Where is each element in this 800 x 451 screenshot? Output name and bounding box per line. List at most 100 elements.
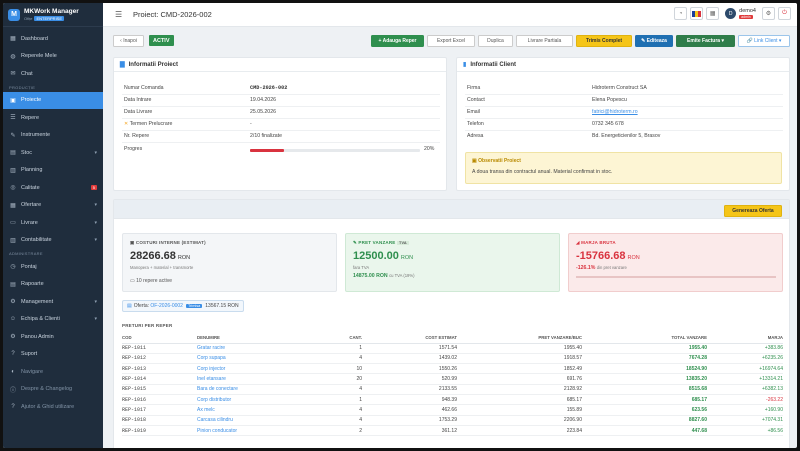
table-row[interactable]: REP-1013 Corp injector 10 1550.26 1852.49 185… [122,363,783,375]
chart-line-icon: ◢ [576,240,582,245]
cell-denumire[interactable]: Corp supapa [197,353,327,365]
sidebar-item-management[interactable]: ⚙ Management ▾ [3,293,103,311]
sidebar-item-echipa-clienti[interactable]: ☺ Echipa & Clienti ▾ [3,311,103,329]
table-row[interactable]: REP-1014 Inel etansare 20 520.99 691.76 13835… [122,373,783,385]
financial-card: Genereaza Oferta ▣ COSTURI INTERNE (ESTI… [113,199,790,448]
sidebar-item-pontaj[interactable]: ◷ Pontaj [3,258,103,276]
table-row[interactable]: REP-1011 Gratar racire 1 1571.54 1955.40 1955… [122,343,783,354]
avatar[interactable]: D [725,8,737,19]
margin-bar [576,276,776,278]
cell-denumire[interactable]: Ax melc [197,404,327,416]
col-cost: COST ESTIMAT [362,333,457,344]
tva-badge: TVA [396,241,409,245]
table-row[interactable]: REP-1016 Corp distributor 1 948.39 685.17 685… [122,394,783,406]
sidebar-item-suport[interactable]: ? Suport [3,346,103,364]
trimis-complet-button[interactable]: Trimis Complet [576,35,632,47]
table-row[interactable]: REP-1012 Corp supapa 4 1439.02 1918.57 7674.2… [122,353,783,365]
warning-icon: ✕ [124,121,130,127]
back-button[interactable]: ‹ Inapoi [113,35,144,47]
emite-factura-button[interactable]: Emite Factura ▾ [676,35,735,47]
sidebar-item-proiecte[interactable]: ▣ Proiecte [3,91,103,109]
sidebar-item-contabilitate[interactable]: ▥ Contabilitate ▾ [3,232,103,250]
cell-cant: 10 [327,363,362,375]
price-subtitle: fara TVA [353,265,370,270]
duplica-button[interactable]: Duplica [478,35,513,47]
cell-denumire[interactable]: Corp injector [197,363,327,375]
sidebar-item-dashboard[interactable]: ▦ Dashboard [3,30,103,48]
cell-denumire[interactable]: Corp distributor [197,394,327,406]
cell-denumire[interactable]: Gratar racire [197,343,327,354]
cell-cost: 520.99 [362,373,457,385]
cell-denumire[interactable]: Inel etansare [197,373,327,385]
sidebar-item-ajutor[interactable]: ? Ajutor & Ghid utilizare [3,398,103,416]
card-title: Informatii Client [470,61,516,68]
sidebar-item-reperele-mele[interactable]: ◍ Reperele Mele [3,48,103,66]
cell-cant: 20 [327,373,362,385]
gear-icon: ⚙ [10,299,16,306]
sidebar-item-rapoarte[interactable]: ▤ Rapoarte [3,276,103,294]
menu-icon[interactable]: ☰ [115,10,123,19]
sidebar-item-calitate[interactable]: ◎ Calitate 5 [3,179,103,197]
sidebar-item-planning[interactable]: ▥ Planning [3,162,103,180]
settings-icon[interactable]: ⚙ [762,7,775,20]
user-menu[interactable]: demo4 admin [739,8,756,20]
export-excel-button[interactable]: Export Excel [427,35,475,47]
table-row[interactable]: REP-1019 Pinion conducator 2 361.12 223.84 44… [122,425,783,437]
calendar-icon: ▥ [10,167,16,174]
chevron-down-icon: ▾ [94,149,97,156]
sidebar-item-navigare[interactable]: ◐ Navigare [3,363,103,381]
grid-icon[interactable]: ▦ [706,7,720,20]
livrare-partiala-button[interactable]: Livrare Partiala [516,35,573,47]
cell-marja: +6382.13 [707,384,783,395]
sidebar-item-despre[interactable]: ⓘ Despre & Changelog [3,381,103,399]
sidebar-item-instrumente[interactable]: ✎ Instrumente [3,127,103,145]
cell-pret: 1852.49 [457,363,582,375]
col-marja: MARJA [707,333,783,344]
add-reper-button[interactable]: + Adauga Reper [371,35,424,47]
sidebar-item-label: Stoc [21,149,33,156]
sidebar-item-panou-admin[interactable]: ⚙ Panou Admin [3,328,103,346]
sidebar-item-repere[interactable]: ☰ Repere [3,109,103,127]
sidebar-item-label: Ofertare [21,202,42,209]
table-row[interactable]: REP-1017 Ax melc 4 462.66 155.89 623.56 +160.9… [122,404,783,416]
sidebar-item-ofertare[interactable]: ▦ Ofertare ▾ [3,197,103,215]
cell-cod: REP-1012 [122,353,197,365]
link-client-button[interactable]: 🔗 Link Client ▾ [738,35,790,47]
sidebar-item-label: Ajutor & Ghid utilizare [21,403,75,410]
price-with-vat: 14875.00 RON cu TVA (19%) [353,273,415,279]
question-icon: ? [11,403,15,410]
cell-cant: 4 [327,404,362,416]
cell-denumire[interactable]: Bara de conectare [197,384,327,395]
chevron-down-icon: ▾ [94,316,97,323]
compass-icon: ◐ [11,368,15,375]
sidebar-item-livrare[interactable]: ▭ Livrare ▾ [3,214,103,232]
client-info-header: ▮ Informatii Client [457,58,789,72]
sidebar-item-label: Chat [21,70,33,77]
cell-total: 18524.90 [582,363,707,375]
logout-icon[interactable]: ⏻ [778,7,791,20]
generate-offer-button[interactable]: Genereaza Oferta [724,205,782,217]
email-link[interactable]: fatrici@hidroterm.ro [592,109,638,115]
sidebar-item-chat[interactable]: ✉ Chat [3,65,103,83]
table-row[interactable]: REP-1018 Carcasa cilindru 4 1753.29 2206.90 8… [122,415,783,426]
sidebar-item-stoc[interactable]: ▤ Stoc ▾ [3,144,103,162]
edit-button[interactable]: ✎ Editeaza [635,35,673,47]
cell-cod: REP-1013 [122,363,197,375]
language-flag[interactable] [690,7,704,20]
offer-code: OF-2026-0002 [150,303,183,309]
cell-denumire[interactable]: Carcasa cilindru [197,415,327,426]
offer-tag[interactable]: ▤ Oferta: OF-2026-0002 Trimisa 13567.15 … [122,300,244,312]
app-window: M MKWork Manager Ofițe ENTERPRISE ▦ Dashbo… [3,3,797,448]
cell-cant: 1 [327,394,362,406]
sidebar-item-label: Instrumente [21,132,51,139]
cell-denumire[interactable]: Pinion conducator [197,425,327,437]
wrench-icon: ✎ [10,132,16,139]
bell-icon[interactable]: ◔ [674,7,688,20]
check-circle-icon: ◎ [10,185,16,192]
clock-icon: ◷ [10,264,16,271]
cell-pret: 1955.40 [457,343,582,354]
chat-icon: ✉ [10,71,16,78]
offer-status-pill: Trimisa [185,304,203,308]
brand[interactable]: M MKWork Manager Ofițe ENTERPRISE [3,3,103,27]
table-row[interactable]: REP-1015 Bara de conectare 4 2133.55 2128.92… [122,384,783,395]
